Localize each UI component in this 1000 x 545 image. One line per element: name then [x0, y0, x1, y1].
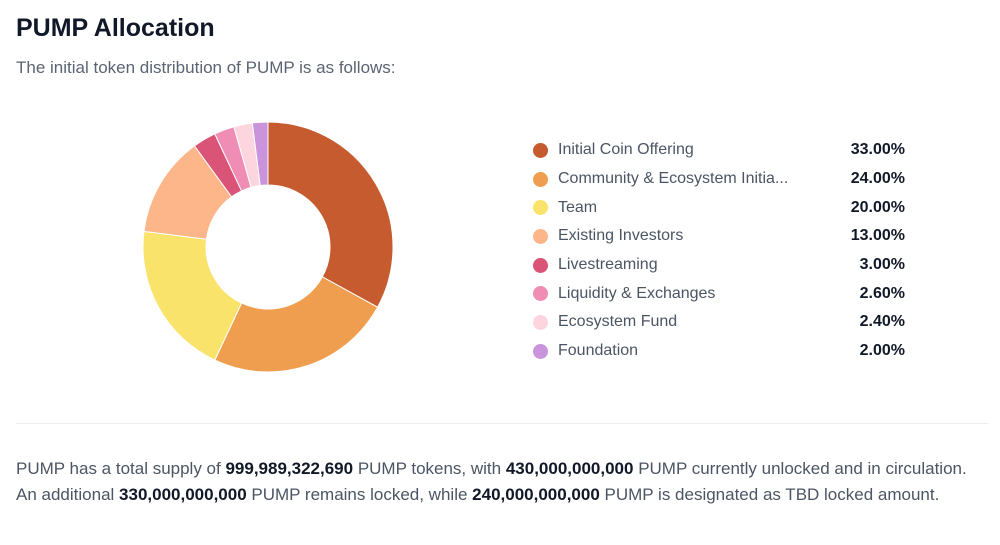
donut-slice-8[interactable]	[251, 121, 269, 187]
legend-value: 2.40%	[859, 313, 905, 331]
donut-chart	[142, 121, 394, 373]
legend-color-dot-icon	[533, 314, 548, 330]
legend-label: Liquidity & Exchanges	[558, 284, 716, 302]
locked-amount: 330,000,000,000	[119, 485, 247, 504]
chart-legend: Initial Coin Offering 33.00% Community & E…	[533, 136, 905, 366]
legend-value: 13.00%	[850, 227, 905, 245]
legend-item[interactable]: Initial Coin Offering 33.00%	[533, 136, 905, 165]
legend-color-dot-icon	[533, 257, 548, 273]
legend-label: Existing Investors	[558, 227, 684, 245]
donut-slice-2[interactable]	[214, 276, 379, 373]
legend-item[interactable]: Ecosystem Fund 2.40%	[533, 308, 905, 337]
legend-label: Initial Coin Offering	[558, 141, 694, 159]
legend-color-dot-icon	[533, 200, 548, 216]
legend-item[interactable]: Existing Investors 13.00%	[533, 222, 905, 251]
page-subtitle: The initial token distribution of PUMP i…	[16, 58, 396, 77]
legend-color-dot-icon	[533, 343, 548, 359]
legend-item[interactable]: Team 20.00%	[533, 193, 905, 222]
legend-value: 3.00%	[859, 256, 905, 274]
legend-label: Team	[558, 198, 598, 216]
legend-value: 2.00%	[859, 342, 905, 360]
legend-color-dot-icon	[533, 171, 548, 187]
legend-item[interactable]: Community & Ecosystem Initia... 24.00%	[533, 165, 905, 194]
legend-item[interactable]: Liquidity & Exchanges 2.60%	[533, 279, 905, 308]
divider	[16, 423, 988, 424]
donut-slice-3[interactable]	[142, 230, 243, 361]
legend-item[interactable]: Livestreaming 3.00%	[533, 251, 905, 280]
legend-value: 20.00%	[850, 198, 905, 216]
legend-color-dot-icon	[533, 286, 548, 302]
tbd-locked-amount: 240,000,000,000	[472, 485, 600, 504]
legend-value: 24.00%	[850, 170, 905, 188]
legend-label: Foundation	[558, 342, 639, 360]
legend-label: Ecosystem Fund	[558, 313, 678, 331]
summary-text: PUMP currently unlocked and in circulati…	[16, 459, 967, 504]
legend-label: Community & Ecosystem Initia...	[558, 170, 789, 188]
summary-text: PUMP tokens, with	[353, 459, 506, 478]
legend-value: 2.60%	[859, 284, 905, 302]
legend-label: Livestreaming	[558, 256, 658, 274]
page-title: PUMP Allocation	[16, 14, 215, 42]
summary-text: PUMP has a total supply of	[16, 459, 226, 478]
donut-slice-1[interactable]	[267, 121, 394, 308]
total-supply: 999,989,322,690	[225, 459, 354, 478]
legend-color-dot-icon	[533, 228, 548, 244]
legend-color-dot-icon	[533, 142, 548, 158]
supply-summary: PUMP has a total supply of 999,989,322,6…	[16, 456, 991, 508]
summary-text: PUMP is designated as TBD locked amount.	[599, 485, 940, 504]
legend-item[interactable]: Foundation 2.00%	[533, 337, 905, 366]
summary-text: PUMP remains locked, while	[246, 485, 473, 504]
legend-value: 33.00%	[850, 141, 905, 159]
unlocked-amount: 430,000,000,000	[505, 459, 634, 478]
